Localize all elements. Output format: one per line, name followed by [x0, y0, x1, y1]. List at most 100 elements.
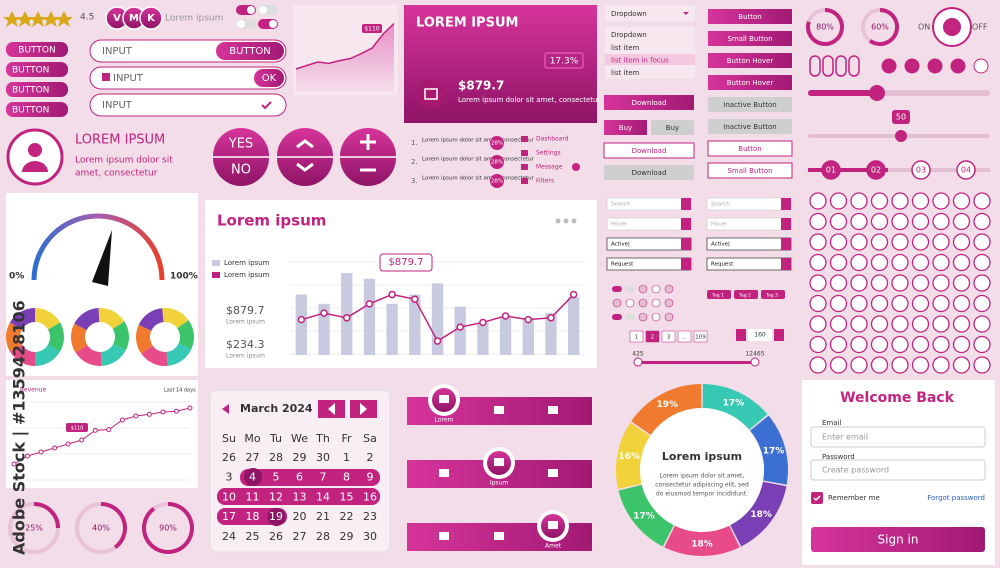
menu-item[interactable]: Settings	[536, 150, 561, 157]
shop-button[interactable]	[604, 120, 647, 135]
calendar-day[interactable]: 30	[363, 530, 377, 543]
calendar-day[interactable]: 24	[222, 530, 236, 543]
forgot-link[interactable]: Forgot password	[927, 494, 985, 502]
action-button[interactable]	[708, 31, 792, 46]
calendar-day[interactable]: 10	[222, 490, 236, 503]
calendar-day[interactable]: 22	[340, 510, 354, 523]
button[interactable]	[6, 42, 68, 57]
calendar-day[interactable]: 4	[249, 471, 256, 484]
calendar-day[interactable]: 28	[316, 530, 330, 543]
calendar-day[interactable]: 14	[316, 490, 330, 503]
counter-minus[interactable]	[736, 329, 746, 341]
page-button[interactable]	[645, 330, 660, 343]
icon-button[interactable]	[927, 58, 943, 74]
calendar-day[interactable]: 27	[246, 451, 260, 464]
line-point	[297, 315, 306, 324]
action-button[interactable]	[708, 75, 792, 90]
label: March 2024	[240, 402, 313, 415]
calendar-day[interactable]: 11	[246, 490, 260, 503]
calendar-day[interactable]: 25	[246, 530, 260, 543]
page-button[interactable]	[661, 330, 676, 343]
decor-donut	[165, 342, 192, 366]
action-button[interactable]	[708, 53, 792, 68]
label: Sa	[363, 432, 377, 445]
calendar-day[interactable]: 2	[367, 451, 374, 464]
label: 18%	[750, 510, 772, 520]
icon-button[interactable]	[904, 58, 920, 74]
calendar-day[interactable]: 26	[269, 530, 283, 543]
calendar-day[interactable]: 27	[293, 530, 307, 543]
calendar-day[interactable]: 13	[293, 490, 307, 503]
email-input[interactable]	[810, 426, 986, 448]
tiny-ring	[870, 212, 889, 231]
sign-in-button[interactable]	[811, 527, 985, 552]
page-button[interactable]	[677, 330, 692, 343]
page-button[interactable]	[693, 330, 708, 343]
list-item[interactable]: list item in focus	[611, 57, 669, 65]
calendar-day[interactable]: 29	[293, 451, 307, 464]
donut-slice	[618, 484, 675, 547]
decor-donut	[9, 344, 36, 366]
calendar-day[interactable]: 5	[273, 471, 280, 484]
shop-button[interactable]	[604, 95, 694, 110]
tab-icon	[494, 532, 504, 540]
calendar-day[interactable]: 23	[363, 510, 377, 523]
counter-plus[interactable]	[774, 329, 784, 341]
calendar-day[interactable]: 18	[246, 510, 260, 523]
calendar-day[interactable]: 12	[269, 490, 283, 503]
calendar-day[interactable]: 28	[269, 451, 283, 464]
calendar-day[interactable]: 16	[363, 490, 377, 503]
action-button[interactable]	[707, 140, 793, 157]
switch-knob[interactable]	[943, 18, 961, 36]
action-button[interactable]	[708, 97, 792, 112]
calendar-day[interactable]: 30	[316, 451, 330, 464]
action-button[interactable]	[708, 9, 792, 24]
calendar-day[interactable]: 8	[343, 471, 350, 484]
input[interactable]	[89, 66, 287, 90]
calendar-day[interactable]: 21	[316, 510, 330, 523]
calendar-day[interactable]: 9	[367, 471, 374, 484]
calendar-day[interactable]: 3	[226, 471, 233, 484]
tiny-ring	[809, 274, 827, 292]
checkbox	[102, 73, 110, 81]
dropdown[interactable]	[605, 5, 695, 21]
input[interactable]	[89, 93, 287, 117]
label: Button Hover	[727, 57, 774, 65]
input-button[interactable]	[254, 69, 284, 87]
shop-button[interactable]	[651, 120, 694, 135]
password-input[interactable]	[810, 459, 986, 481]
calendar-day[interactable]: 7	[320, 471, 327, 484]
list-item[interactable]: list item	[611, 44, 640, 52]
menu-item[interactable]: Dashboard	[536, 136, 569, 143]
button[interactable]	[6, 62, 68, 77]
tiny-ring	[829, 192, 848, 210]
menu-item[interactable]: Message	[536, 164, 563, 171]
calendar-day[interactable]: 15	[340, 490, 354, 503]
calendar-day[interactable]: 20	[293, 510, 307, 523]
calendar-day[interactable]: 1	[343, 451, 350, 464]
label: Request	[711, 262, 734, 268]
page-button[interactable]	[629, 330, 644, 343]
calendar-day[interactable]: 17	[222, 510, 236, 523]
icon-button[interactable]	[950, 58, 966, 74]
action-button[interactable]	[707, 162, 793, 179]
calendar-day[interactable]: 26	[222, 451, 236, 464]
menu-item[interactable]: Filters	[536, 178, 554, 185]
decor-donut	[98, 308, 125, 330]
list-item[interactable]: list item	[611, 69, 640, 77]
button[interactable]	[6, 102, 68, 117]
radio	[625, 298, 635, 308]
action-button[interactable]	[708, 119, 792, 134]
shop-button[interactable]	[603, 142, 695, 159]
button[interactable]	[6, 82, 68, 97]
icon-button[interactable]	[881, 58, 897, 74]
notification	[572, 163, 580, 171]
legend-swatch	[212, 272, 220, 278]
icon-button[interactable]	[973, 58, 989, 74]
calendar-day[interactable]: 19	[269, 510, 283, 523]
calendar-day[interactable]: 29	[340, 530, 354, 543]
shop-button[interactable]	[604, 165, 694, 180]
calendar-day[interactable]: 6	[296, 471, 303, 484]
input-button[interactable]	[216, 42, 284, 60]
ring-label: 90%	[159, 524, 177, 533]
